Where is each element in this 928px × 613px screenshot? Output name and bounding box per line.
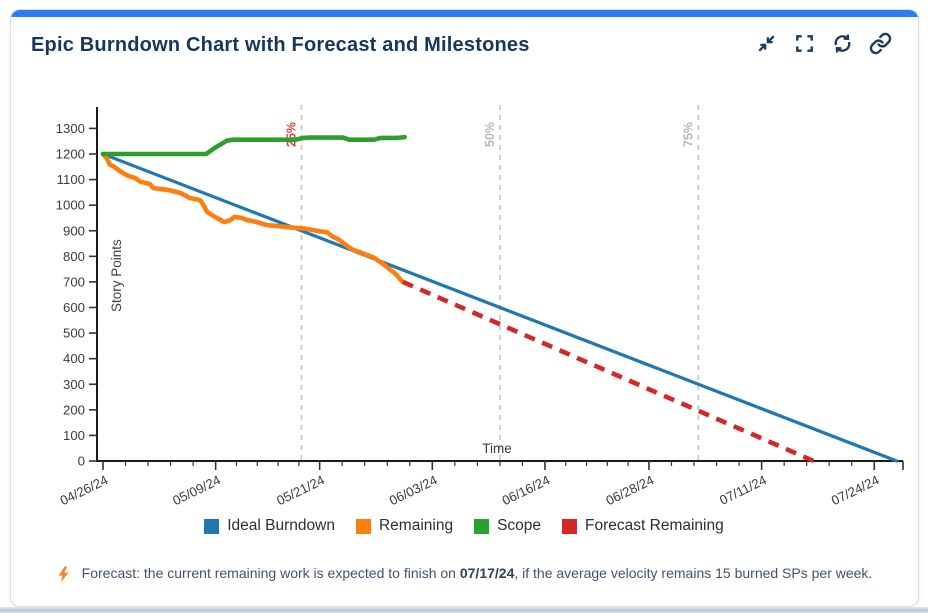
collapse-icon [755,32,778,58]
refresh-button[interactable] [830,33,854,57]
legend-item-remaining[interactable]: Remaining [355,517,454,535]
legend-swatch [204,518,220,534]
chart-legend: Ideal Burndown Remaining Scope Forecast Rem… [0,517,928,535]
legend-label: Forecast Remaining [585,517,724,534]
legend-swatch [562,518,578,534]
bottom-panel-edge [0,607,928,613]
legend-label: Ideal Burndown [227,517,335,534]
fullscreen-icon [793,32,816,58]
fullscreen-button[interactable] [792,33,816,57]
card-accent-bar [11,10,918,17]
legend-label: Remaining [378,517,454,534]
legend-swatch [355,518,371,534]
legend-label: Scope [497,517,542,534]
card-header: Epic Burndown Chart with Forecast and Mi… [11,17,918,57]
lightning-bolt-icon [56,566,71,586]
forecast-note-text: Forecast: the current remaining work is … [81,565,873,581]
card-toolbar [754,32,892,58]
forecast-note: Forecast: the current remaining work is … [0,565,928,586]
legend-swatch [474,518,490,534]
page-title: Epic Burndown Chart with Forecast and Mi… [31,33,530,56]
legend-item-scope[interactable]: Scope [474,517,541,535]
collapse-button[interactable] [754,33,778,57]
link-icon [869,32,892,58]
forecast-finish-date: 07/17/24 [459,565,515,581]
legend-item-ideal-burndown[interactable]: Ideal Burndown [204,517,335,535]
refresh-icon [831,32,854,58]
legend-item-forecast-remaining[interactable]: Forecast Remaining [562,517,724,535]
link-button[interactable] [868,32,892,58]
